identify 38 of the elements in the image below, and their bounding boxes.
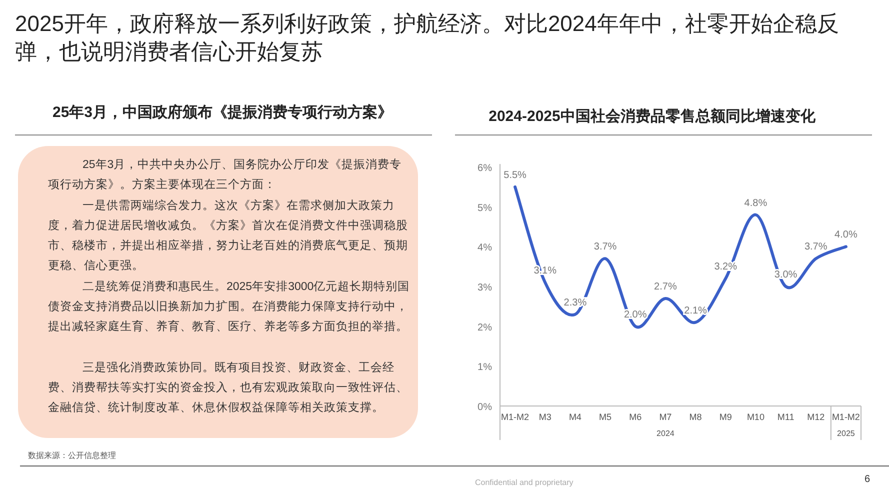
text: 二是统筹促消费和惠民生。2025年安排3000亿元超长期特别国债资金支持消费品以旧换新加力扩围。在消费能力保障支持行动中，提出减轻家庭生育、养育、教育、医疗、养老等多方面负担的举措。 [48,280,410,336]
text: 2025开年，政府释放一系列利好政策，护航经济。对比2024年年中，社零开始企稳反弹，也说明消费者信心开始复苏 [15,10,840,65]
y-tick-label: 5% [478,202,492,214]
text: 2025 [837,429,856,438]
x-tick-label: M8 [689,412,702,422]
text: 6 [863,474,870,486]
x-tick-label: M6 [629,412,642,422]
data-label: 3.7% [594,242,617,253]
data-label: 4.8% [744,198,768,209]
y-tick-label: 4% [478,242,492,254]
data-label: 2.1% [684,305,708,316]
y-tick-label: 1% [478,362,492,374]
text: Confidential and proprietary [475,478,574,488]
data-label: 3.7% [804,242,828,253]
text: 2024 [656,429,675,438]
data-label: 4.0% [834,230,858,241]
source-note: 数据来源：公开信息整理 [28,451,117,461]
data-label: 2.7% [654,281,677,292]
x-tick-label: M5 [599,412,612,422]
x-tick-label: M1-M2 [832,412,860,422]
x-tick-label: M12 [807,412,825,422]
x-tick-label: M7 [659,412,672,422]
x-tick-label: M10 [746,412,764,422]
x-tick-label: M11 [777,412,794,422]
text: 三是强化消费政策协同。既有项目投资、财政资金、工会经费、消费帮扶等实打实的资金投入，也有宏观政策取向一致性评估、金融信贷、统计制度改革、休息休假权益保障等相关政策支撑。 [48,360,409,416]
x-tick-label: M4 [568,412,582,422]
y-tick-label: 2% [478,322,492,334]
data-label: 5.5% [504,170,527,181]
text: 25年3月，中共中央办公厅、国务院办公厅印发《提振消费专项行动方案》。方案主要体现在三个方面： [48,158,403,194]
y-tick-label: 3% [478,282,492,294]
y-tick-label: 6% [478,163,492,174]
text: 25年3月，中国政府颁布《提振消费专项行动方案》 [51,104,394,122]
chart-title: 2024-2025中国社会消费品零售总额同比增速变化 [488,107,816,125]
y-tick-label: 0% [478,402,492,413]
text: 一是供需两端综合发力。这次《方案》在需求侧加大政策力度，着力促进居民增收减负。《方案》首次在促消费文件中强调稳股市、稳楼市，并提出相应举措，努力让老百姓的消费底气更足、预期更稳、信心更强。 [48,198,409,274]
x-tick-label: M9 [719,412,732,422]
x-tick-label: M1-M2 [501,412,530,422]
x-tick-label: M3 [538,412,552,422]
